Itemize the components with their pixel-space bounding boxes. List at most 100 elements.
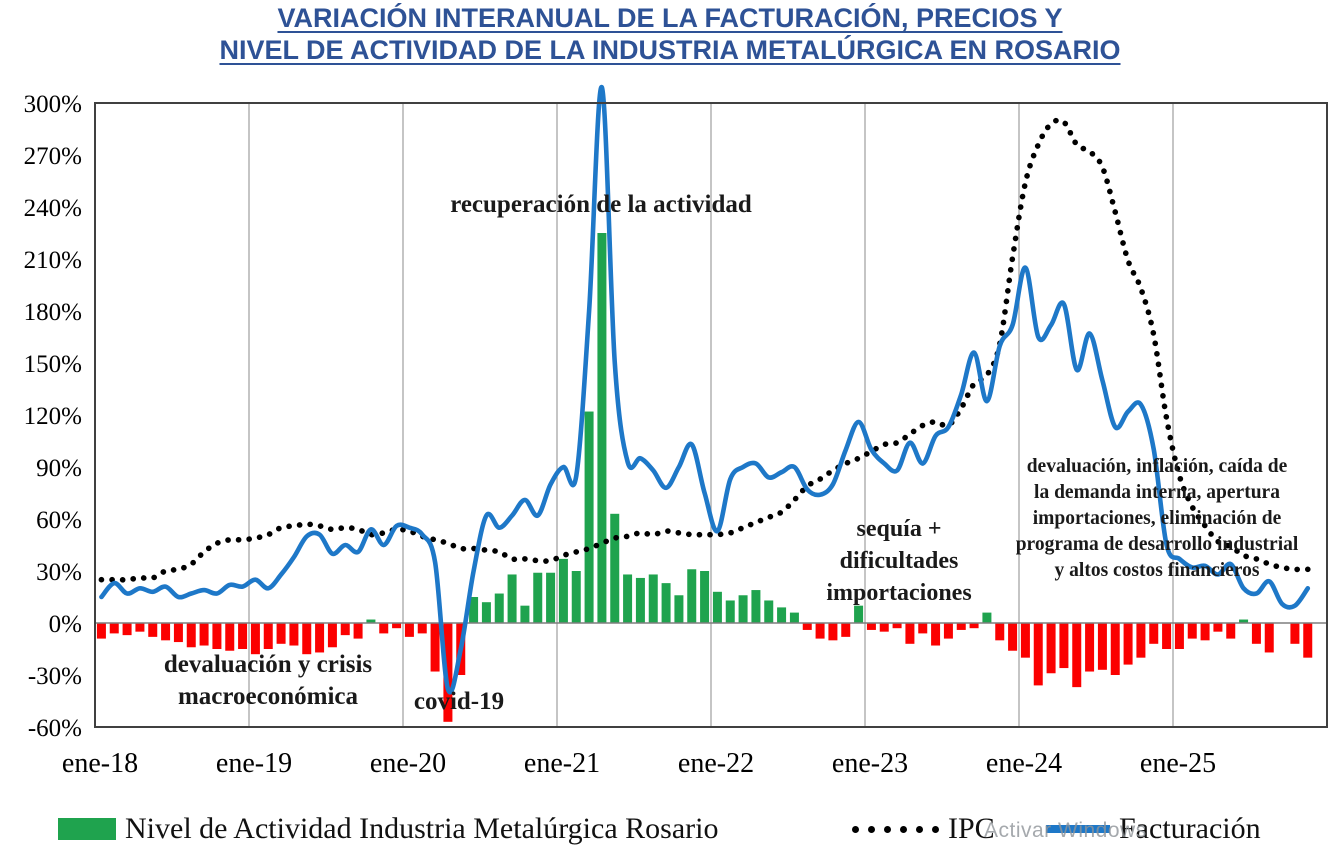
activity-bar [404,623,414,637]
activity-bar [1251,623,1261,644]
activity-bar [661,583,671,623]
billing-line-swatch-icon [1046,825,1110,833]
activity-bar [417,623,427,634]
annotation-crisis-2024: importaciones, eliminación de [1033,508,1282,529]
legend-label-ipc: IPC [948,812,995,845]
y-tick-label: 180% [24,299,82,326]
activity-bar [161,623,171,641]
activity-bar [956,623,966,630]
activity-bar [340,623,350,636]
y-tick-label: 240% [24,195,82,222]
x-tick-label: ene-21 [524,748,600,779]
activity-bar [546,572,556,623]
activity-bar [1072,623,1082,688]
activity-bar [186,623,196,648]
activity-bar [1059,623,1069,669]
legend-item-activity: Nivel de Actividad Industria Metalúrgica… [58,812,718,846]
activity-bar [533,572,543,623]
activity-bar-swatch-icon [58,818,116,840]
x-tick-label: ene-20 [370,748,446,779]
activity-bar [1110,623,1120,675]
activity-bar [494,593,504,623]
y-tick-label: 60% [36,507,82,534]
annotation-devaluacion-2018: devaluación y crisis [164,651,373,678]
legend-item-billing: Facturación [1046,812,1261,846]
activity-bar [918,623,928,634]
activity-bar [1226,623,1236,639]
y-tick-label: 210% [24,247,82,274]
activity-bar [931,623,941,646]
y-tick-label: 300% [24,91,82,118]
activity-bar [815,623,825,639]
activity-bar [597,233,607,623]
activity-bar [1085,623,1095,672]
chart-legend: Nivel de Actividad Industria Metalúrgica… [0,806,1340,847]
activity-bar [122,623,132,636]
activity-bar [892,623,902,629]
x-tick-label: ene-19 [216,748,292,779]
activity-bar [712,591,722,623]
activity-bar [1200,623,1210,641]
activity-bar [635,577,645,623]
activity-bar [1123,623,1133,665]
activity-bar [751,590,761,623]
activity-bar [212,623,222,649]
y-tick-label: 120% [24,403,82,430]
annotation-crisis-2024: la demanda interna, apertura [1034,482,1280,503]
y-tick-label: 0% [49,611,82,638]
annotation-sequia: importaciones [826,580,971,606]
activity-bar [982,612,992,623]
annotations: recuperación de la actividad devaluación … [164,191,1299,715]
activity-bar [109,623,119,634]
legend-label-billing: Facturación [1119,812,1261,845]
activity-bar [571,571,581,623]
activity-bar [238,623,248,649]
ipc-dotted-swatch-icon [852,825,939,833]
activity-bar [1213,623,1223,632]
x-tick-label: ene-23 [832,748,908,779]
y-axis-labels: 300% 270% 240% 210% 180% 150% 120% 90% 60% 30% 0% -… [24,91,82,742]
activity-bar [1033,623,1043,686]
activity-bar [879,623,889,632]
activity-bar [610,513,620,623]
activity-bar [443,623,453,722]
annotation-crisis-2024: y altos costos financieros [1055,560,1260,581]
activity-bar [96,623,106,639]
activity-bar [1303,623,1313,658]
legend-label-activity: Nivel de Actividad Industria Metalúrgica… [125,812,719,845]
x-tick-label: ene-24 [986,748,1062,779]
activity-bar [1097,623,1107,670]
activity-bar [1046,623,1056,674]
x-tick-label: ene-22 [678,748,754,779]
activity-bar [789,612,799,623]
activity-bar [1174,623,1184,649]
plot-frame [94,102,1328,728]
activity-bar [1239,619,1249,623]
activity-bar [199,623,209,646]
activity-bar [315,623,325,653]
activity-bar [725,600,735,623]
annotation-devaluacion-2018: macroeconómica [178,683,359,710]
x-tick-label: ene-18 [62,748,138,779]
annotation-covid: covid-19 [414,688,504,715]
y-tick-label: 150% [24,351,82,378]
activity-bar [943,623,953,639]
x-tick-label: ene-25 [1140,748,1216,779]
activity-bar [379,623,389,634]
activity-bar [276,623,286,644]
activity-bar [250,623,260,655]
activity-bar [289,623,299,646]
activity-bar [327,623,337,648]
activity-bar [854,605,864,623]
activity-bar [995,623,1005,641]
activity-bar [1162,623,1172,649]
activity-bar [520,605,530,623]
activity-bar [969,623,979,629]
activity-bar [700,571,710,623]
legend-item-ipc: IPC [852,812,995,846]
activity-bar [1187,623,1197,639]
activity-bar [353,623,363,639]
activity-bar [738,595,748,623]
activity-bar [148,623,158,637]
y-tick-label: 30% [36,559,82,586]
